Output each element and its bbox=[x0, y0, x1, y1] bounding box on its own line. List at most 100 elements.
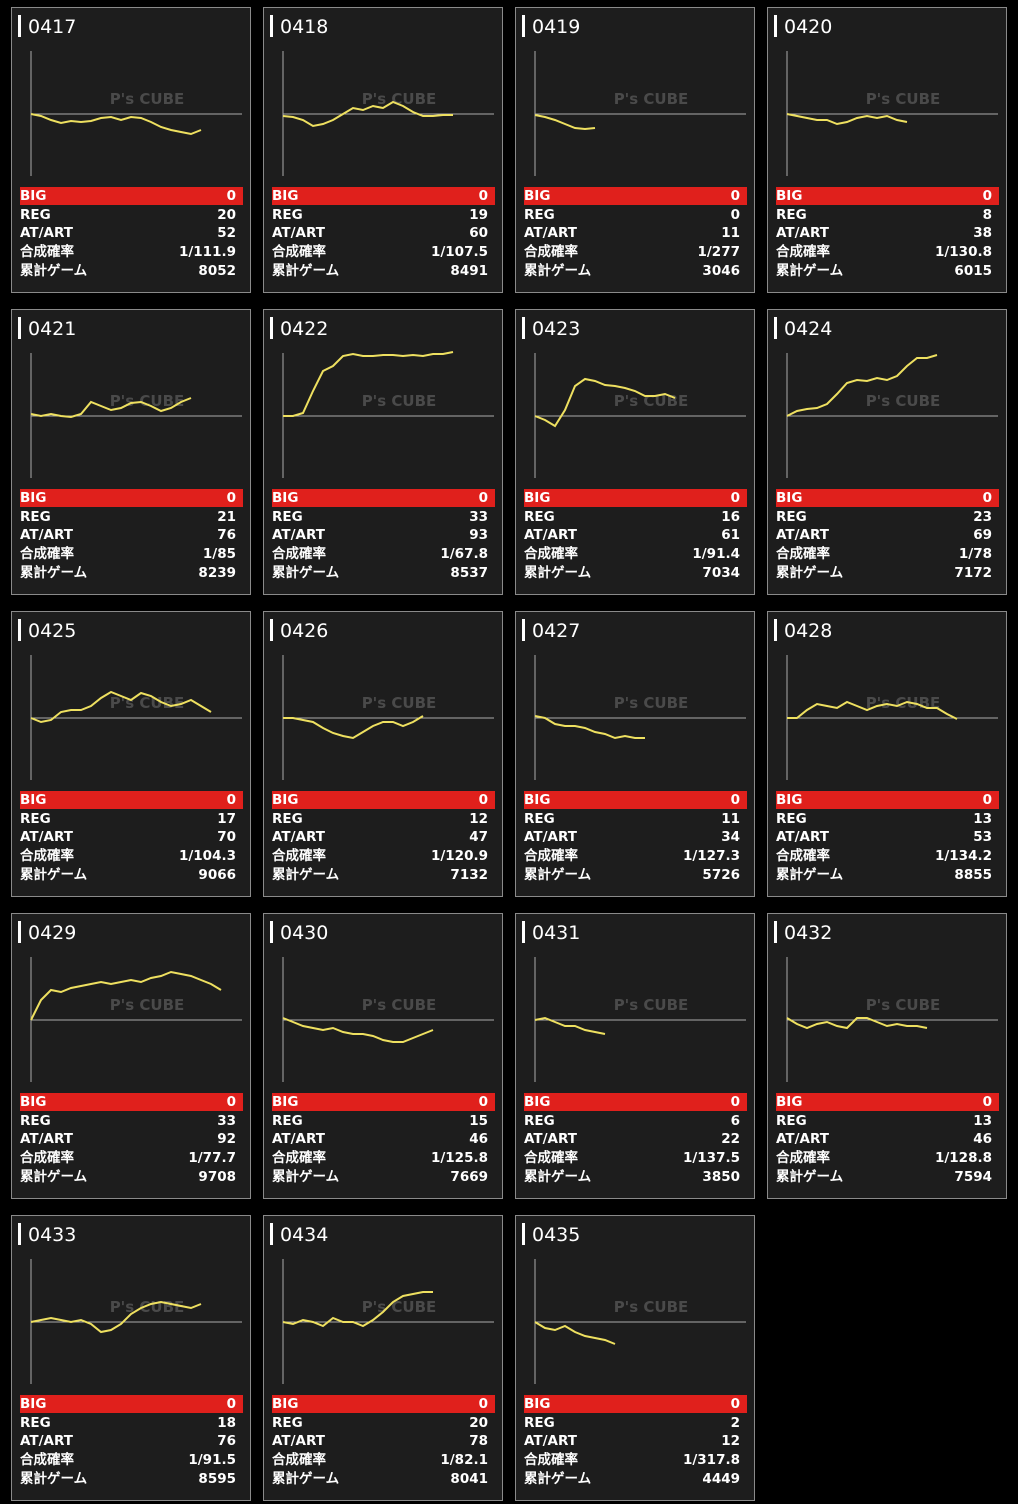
stat-row: AT/ART 60 bbox=[272, 224, 495, 242]
graph: P's CUBE bbox=[30, 957, 242, 1082]
graph: P's CUBE bbox=[282, 1259, 494, 1384]
machine-id: 0431 bbox=[532, 922, 581, 944]
stat-label: REG bbox=[524, 206, 555, 223]
stat-value: 76 bbox=[217, 527, 236, 544]
stat-value: 13 bbox=[973, 1112, 992, 1129]
stat-value: 1/107.5 bbox=[430, 244, 488, 261]
stat-label: BIG bbox=[776, 1094, 803, 1110]
stat-value: 1/127.3 bbox=[682, 848, 740, 865]
machine-card: 0418 P's CUBE BIG 0 REG 19 AT/ART 60 合成確率 1/107.5… bbox=[263, 7, 503, 293]
stat-value: 8491 bbox=[450, 262, 488, 279]
stat-label: 累計ゲーム bbox=[776, 262, 844, 279]
watermark: P's CUBE bbox=[614, 694, 689, 712]
title-bar bbox=[774, 317, 777, 339]
stat-row: 合成確率 1/107.5 bbox=[272, 243, 495, 261]
stat-row: REG 6 bbox=[524, 1112, 747, 1130]
stat-value: 9066 bbox=[198, 866, 236, 883]
stat-value: 1/77.7 bbox=[188, 1150, 236, 1167]
machine-card: 0430 P's CUBE BIG 0 REG 15 AT/ART 46 合成確率 1/125.8… bbox=[263, 913, 503, 1199]
stat-label: BIG bbox=[776, 490, 803, 506]
stat-label: 合成確率 bbox=[272, 1150, 326, 1167]
stat-value: 52 bbox=[217, 225, 236, 242]
machine-id: 0428 bbox=[784, 620, 833, 642]
stat-label: 累計ゲーム bbox=[524, 866, 592, 883]
stat-row: REG 17 bbox=[20, 810, 243, 828]
stat-row: BIG 0 bbox=[272, 187, 495, 205]
stat-label: BIG bbox=[524, 1094, 551, 1110]
stat-row: AT/ART 76 bbox=[20, 1432, 243, 1450]
title-bar bbox=[522, 921, 525, 943]
stat-value: 23 bbox=[973, 508, 992, 525]
graph-line bbox=[30, 1300, 202, 1334]
stat-row: BIG 0 bbox=[20, 1093, 243, 1111]
stat-label: BIG bbox=[272, 1094, 299, 1110]
stat-row: REG 20 bbox=[20, 206, 243, 224]
stat-row: BIG 0 bbox=[524, 489, 747, 507]
graph-line bbox=[534, 377, 676, 428]
machine-card: 0428 P's CUBE BIG 0 REG 13 AT/ART 53 合成確率 1/134.2… bbox=[767, 611, 1007, 897]
stat-value: 11 bbox=[721, 225, 740, 242]
graph: P's CUBE bbox=[534, 51, 746, 176]
stat-value: 20 bbox=[217, 206, 236, 223]
title-bar bbox=[522, 317, 525, 339]
stat-row: 合成確率 1/78 bbox=[776, 545, 999, 563]
stat-row: 累計ゲーム 8239 bbox=[20, 564, 243, 582]
title-bar bbox=[18, 619, 21, 641]
stat-row: 合成確率 1/85 bbox=[20, 545, 243, 563]
stat-value: 61 bbox=[721, 527, 740, 544]
stat-value: 70 bbox=[217, 829, 236, 846]
stat-label: 累計ゲーム bbox=[20, 1168, 88, 1185]
machine-card: 0427 P's CUBE BIG 0 REG 11 AT/ART 34 合成確率 1/127.3… bbox=[515, 611, 755, 897]
stat-label: AT/ART bbox=[20, 1433, 73, 1450]
stat-label: AT/ART bbox=[272, 1131, 325, 1148]
stat-row: BIG 0 bbox=[272, 1395, 495, 1413]
stat-row: REG 18 bbox=[20, 1414, 243, 1432]
machine-card: 0420 P's CUBE BIG 0 REG 8 AT/ART 38 合成確率 1/130.8 累… bbox=[767, 7, 1007, 293]
watermark: P's CUBE bbox=[110, 392, 185, 410]
stat-value: 46 bbox=[469, 1131, 488, 1148]
watermark: P's CUBE bbox=[614, 996, 689, 1014]
stat-label: AT/ART bbox=[20, 527, 73, 544]
stat-label: 累計ゲーム bbox=[524, 262, 592, 279]
graph-line bbox=[30, 113, 202, 136]
stat-label: BIG bbox=[20, 792, 47, 808]
stat-value: 0 bbox=[730, 490, 740, 506]
stat-value: 0 bbox=[730, 1396, 740, 1412]
stat-label: AT/ART bbox=[20, 225, 73, 242]
stat-label: 累計ゲーム bbox=[20, 262, 88, 279]
stat-label: BIG bbox=[524, 1396, 551, 1412]
stat-value: 3046 bbox=[702, 262, 740, 279]
stat-label: 累計ゲーム bbox=[272, 564, 340, 581]
stat-row: 累計ゲーム 3850 bbox=[524, 1168, 747, 1186]
stat-row: 合成確率 1/111.9 bbox=[20, 243, 243, 261]
stat-label: 合成確率 bbox=[524, 1452, 578, 1469]
title-bar bbox=[18, 317, 21, 339]
machine-card: 0425 P's CUBE BIG 0 REG 17 AT/ART 70 合成確率 1/104.3… bbox=[11, 611, 251, 897]
title-bar bbox=[522, 619, 525, 641]
stat-value: 3850 bbox=[702, 1168, 740, 1185]
graph-line bbox=[534, 1016, 606, 1035]
stat-row: 累計ゲーム 8041 bbox=[272, 1470, 495, 1488]
stat-row: AT/ART 76 bbox=[20, 526, 243, 544]
stat-value: 12 bbox=[469, 810, 488, 827]
stat-value: 5726 bbox=[702, 866, 740, 883]
title-bar bbox=[270, 317, 273, 339]
stat-label: 合成確率 bbox=[776, 546, 830, 563]
stat-row: AT/ART 38 bbox=[776, 224, 999, 242]
watermark: P's CUBE bbox=[362, 1298, 437, 1316]
stat-row: BIG 0 bbox=[524, 791, 747, 809]
machine-card: 0435 P's CUBE BIG 0 REG 2 AT/ART 12 合成確率 1/317.8 累… bbox=[515, 1215, 755, 1501]
stat-label: REG bbox=[524, 1112, 555, 1129]
stat-label: REG bbox=[20, 1414, 51, 1431]
graph-line bbox=[786, 113, 908, 126]
stat-value: 0 bbox=[226, 490, 236, 506]
stat-value: 0 bbox=[478, 490, 488, 506]
stat-row: BIG 0 bbox=[272, 489, 495, 507]
stat-value: 16 bbox=[721, 508, 740, 525]
machine-id: 0425 bbox=[28, 620, 77, 642]
title-bar bbox=[18, 15, 21, 37]
stat-row: AT/ART 22 bbox=[524, 1130, 747, 1148]
machine-card: 0431 P's CUBE BIG 0 REG 6 AT/ART 22 合成確率 1/137.5 累… bbox=[515, 913, 755, 1199]
stat-label: REG bbox=[20, 206, 51, 223]
